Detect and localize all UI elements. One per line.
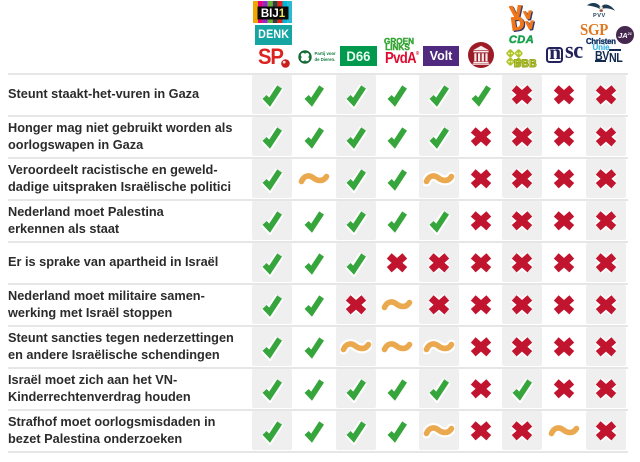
svg-text:v: v: [523, 6, 533, 22]
svg-text:D: D: [511, 13, 527, 32]
svg-text:v: v: [526, 17, 536, 33]
svg-text:D: D: [510, 12, 526, 32]
svg-text:V: V: [509, 5, 523, 23]
svg-text:BIJ1: BIJ1: [261, 8, 286, 20]
svg-text:V: V: [510, 5, 525, 24]
svg-text:BBB: BBB: [514, 57, 537, 68]
svg-text:v: v: [524, 7, 534, 23]
svg-text:v: v: [525, 16, 535, 32]
